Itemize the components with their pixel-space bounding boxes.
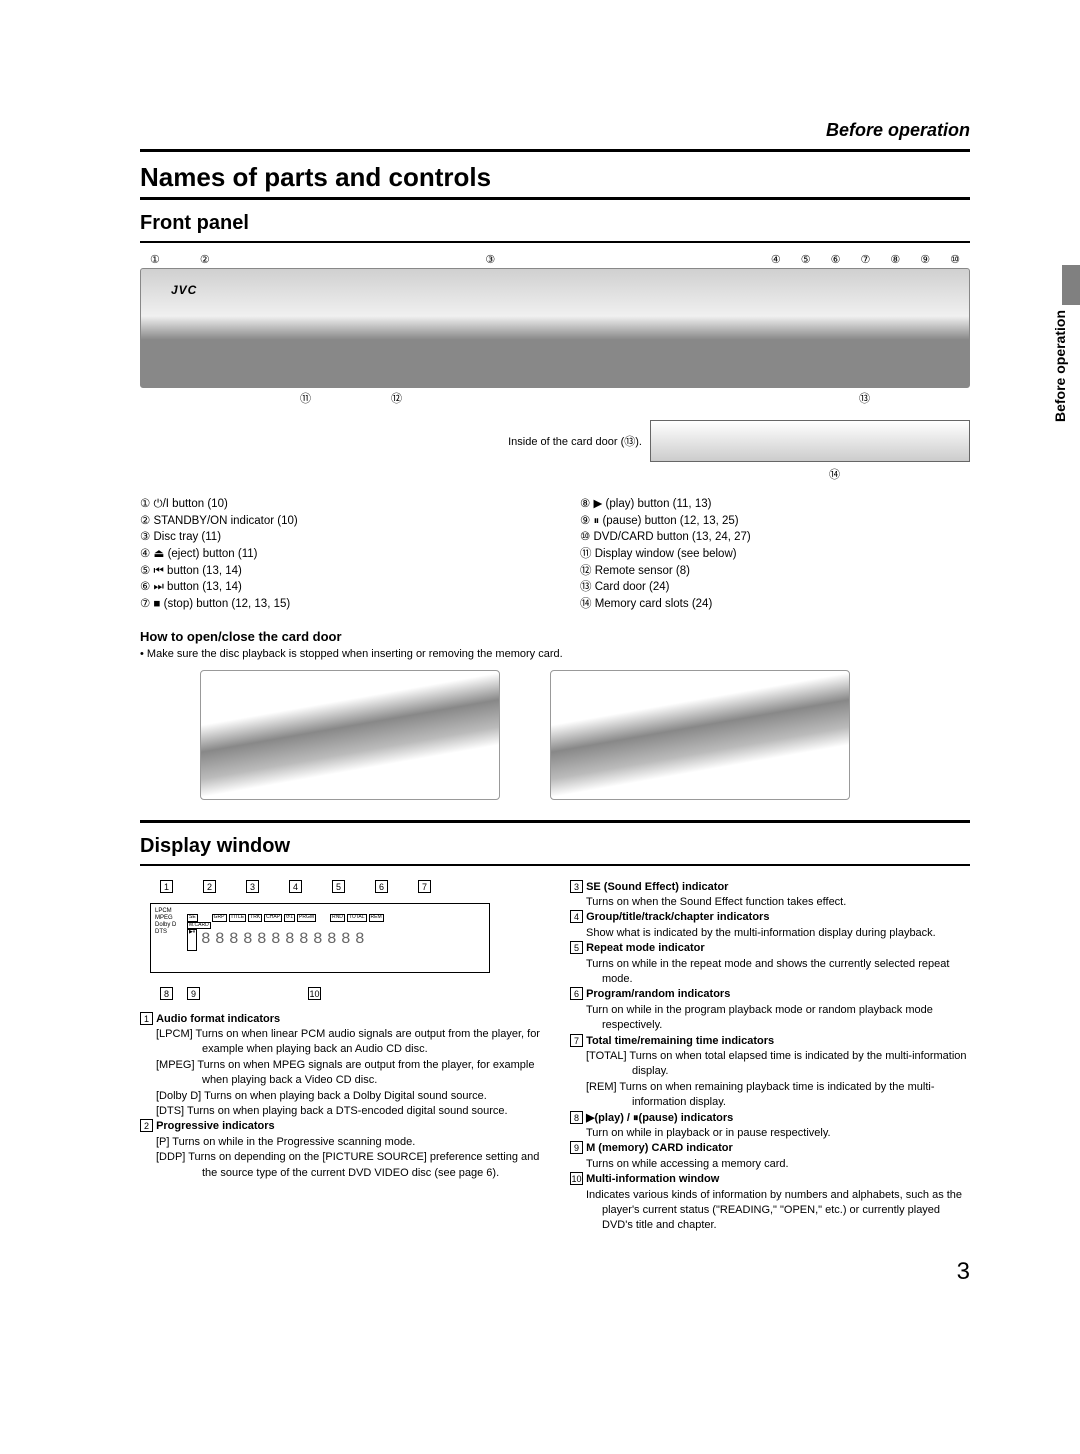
desc-item-line: Turns on while in the repeat mode and sh… [586, 957, 970, 988]
callout: ⑫ [391, 390, 402, 406]
desc-item-line: [LPCM] Turns on when linear PCM audio si… [156, 1027, 540, 1058]
list-item: ④ ⏏ (eject) button (11) [140, 546, 530, 563]
desc-item-line: Turn on while in the program playback mo… [586, 1003, 970, 1034]
callout: ⑩ [950, 253, 960, 266]
front-panel-image: JVC [140, 268, 970, 388]
desc-item-line: Show what is indicated by the multi-info… [586, 926, 970, 941]
desc-item-line: [MPEG] Turns on when MPEG signals are ou… [156, 1058, 540, 1089]
desc-item-line: [TOTAL] Turns on when total elapsed time… [586, 1049, 970, 1080]
callout: ⑭ [140, 466, 840, 482]
callout: 6 [375, 880, 388, 893]
rule [140, 864, 970, 866]
desc-item-line: [P] Turns on while in the Progressive sc… [156, 1135, 540, 1150]
desc-item-line: [REM] Turns on when remaining playback t… [586, 1080, 970, 1111]
callout: ① [150, 253, 160, 266]
callout: ⑥ [831, 253, 841, 266]
list-item: ⑦ ■ (stop) button (12, 13, 15) [140, 596, 530, 613]
list-item: ⑨ ⏸ (pause) button (12, 13, 25) [580, 513, 970, 530]
callout: ⑧ [890, 253, 900, 266]
display-right-descriptions: 3 SE (Sound Effect) indicatorTurns on wh… [570, 880, 970, 1234]
list-item: ⑤ ⏮ button (13, 14) [140, 563, 530, 580]
desc-item-title: 9 M (memory) CARD indicator [570, 1141, 970, 1156]
side-tab-marker [1062, 265, 1080, 305]
callout: 5 [332, 880, 345, 893]
list-item: ⑭ Memory card slots (24) [580, 596, 970, 613]
card-door-panel-image [650, 420, 970, 462]
side-tab-text: Before operation [1052, 310, 1068, 422]
callout: ⑪ [300, 390, 311, 406]
list-item: ⑬ Card door (24) [580, 579, 970, 596]
callout: 8 [160, 987, 173, 1000]
display-left-descriptions: 1 Audio format indicators[LPCM] Turns on… [140, 1012, 540, 1181]
desc-item-line: [DTS] Turns on when playing back a DTS-e… [156, 1104, 540, 1119]
desc-item-title: 1 Audio format indicators [140, 1012, 540, 1027]
list-item: ⑩ DVD/CARD button (13, 24, 27) [580, 529, 970, 546]
callout: 9 [187, 987, 200, 1000]
rule [140, 820, 970, 823]
front-panel-title: Front panel [140, 212, 970, 235]
list-item: ⑧ ▶ (play) button (11, 13) [580, 496, 970, 513]
desc-item-title: 5 Repeat mode indicator [570, 941, 970, 956]
list-item: ① ⏻/I button (10) [140, 496, 530, 513]
rule [140, 197, 970, 200]
desc-item-line: Turns on when the Sound Effect function … [586, 895, 970, 910]
desc-item-title: 4 Group/title/track/chapter indicators [570, 910, 970, 925]
main-title: Names of parts and controls [140, 162, 970, 193]
card-open-image-1 [200, 670, 500, 800]
list-item: ③ Disc tray (11) [140, 529, 530, 546]
how-to-note: • Make sure the disc playback is stopped… [140, 648, 970, 660]
callout: ④ [771, 253, 781, 266]
rule [140, 149, 970, 152]
callout: ② [200, 253, 210, 266]
desc-item-line: Indicates various kinds of information b… [586, 1188, 970, 1234]
callout: 3 [246, 880, 259, 893]
rule [140, 241, 970, 243]
display-window-title: Display window [140, 835, 970, 858]
display-window-diagram: LPCM MPEG SE GRPTITLETRKCHAP ⟳1PRGM RNDT… [150, 903, 490, 973]
list-item: ⑪ Display window (see below) [580, 546, 970, 563]
callout: 4 [289, 880, 302, 893]
card-door-label: Inside of the card door (⑬). [508, 433, 642, 449]
list-item: ② STANDBY/ON indicator (10) [140, 513, 530, 530]
desc-item-title: 10 Multi-information window [570, 1172, 970, 1187]
callout: 7 [418, 880, 431, 893]
callout: ⑤ [801, 253, 811, 266]
desc-item-line: [Dolby D] Turns on when playing back a D… [156, 1089, 540, 1104]
desc-item-title: 6 Program/random indicators [570, 987, 970, 1002]
front-panel-diagram: ① ② ③ ④ ⑤ ⑥ ⑦ ⑧ ⑨ ⑩ JVC ⑪ ⑫ ⑬ [140, 253, 970, 482]
desc-item-title: 7 Total time/remaining time indicators [570, 1034, 970, 1049]
list-item: ⑥ ⏭ button (13, 14) [140, 579, 530, 596]
callout: ⑦ [861, 253, 871, 266]
desc-item-title: 2 Progressive indicators [140, 1119, 540, 1134]
front-panel-list-right: ⑧ ▶ (play) button (11, 13) ⑨ ⏸ (pause) b… [580, 496, 970, 613]
desc-item-line: [DDP] Turns on depending on the [PICTURE… [156, 1150, 540, 1181]
desc-item-line: Turn on while in playback or in pause re… [586, 1126, 970, 1141]
card-open-image-2 [550, 670, 850, 800]
callout: ③ [485, 253, 495, 266]
list-item: ⑫ Remote sensor (8) [580, 563, 970, 580]
how-to-title: How to open/close the card door [140, 629, 970, 644]
desc-item-line: Turns on while accessing a memory card. [586, 1157, 970, 1172]
callout: 1 [160, 880, 173, 893]
side-tab: Before operation [1052, 310, 1080, 422]
desc-item-title: 3 SE (Sound Effect) indicator [570, 880, 970, 895]
desc-item-title: 8 ▶(play) / ⏸(pause) indicators [570, 1111, 970, 1126]
callout: ⑬ [859, 390, 870, 406]
callout: 2 [203, 880, 216, 893]
callout: ⑨ [920, 253, 930, 266]
page-number: 3 [140, 1258, 970, 1286]
callout: 10 [308, 987, 321, 1000]
front-panel-list-left: ① ⏻/I button (10) ② STANDBY/ON indicator… [140, 496, 530, 613]
header-section: Before operation [140, 120, 970, 141]
